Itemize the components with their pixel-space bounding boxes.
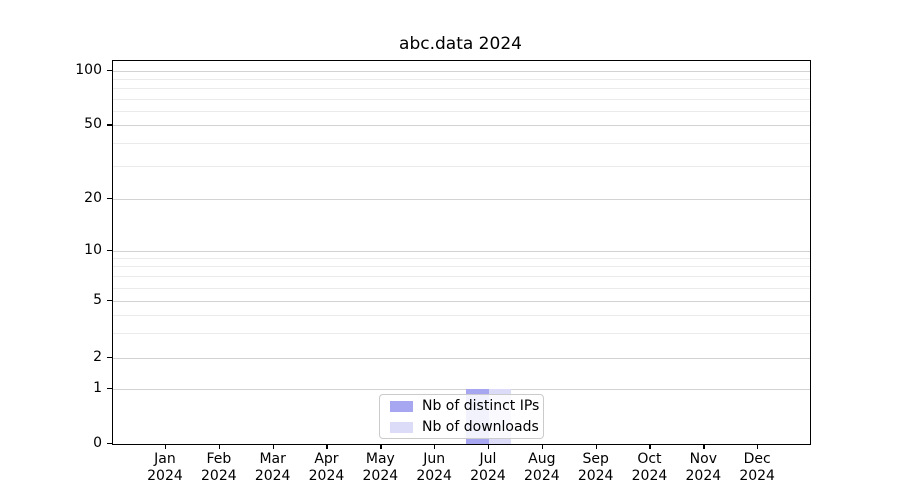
y-tick-mark	[107, 249, 112, 251]
x-tick-mark	[380, 444, 382, 449]
x-tick-label-jan: Jan 2024	[135, 451, 195, 485]
x-tick-label-sep: Sep 2024	[566, 451, 626, 485]
y-tick-label: 50	[84, 116, 102, 133]
x-tick-year: 2024	[416, 468, 452, 484]
legend-swatch-downloads	[390, 421, 413, 433]
major-gridline-1	[113, 388, 810, 390]
x-tick-year: 2024	[147, 468, 183, 484]
legend-label-distinct-ips: Nb of distinct IPs	[422, 397, 540, 414]
x-tick-mark	[703, 444, 705, 449]
y-tick-mark	[107, 299, 112, 302]
x-tick-mark	[595, 444, 597, 449]
chart-title: abc.data 2024	[399, 34, 522, 54]
y-tick-label: 10	[84, 241, 102, 258]
minor-gridline	[113, 79, 810, 80]
x-tick-mark	[218, 444, 221, 449]
y-tick-label: 0	[93, 435, 102, 451]
x-tick-label-jun: Jun 2024	[404, 451, 464, 485]
y-tick-mark	[107, 124, 112, 126]
x-tick-year: 2024	[254, 468, 291, 484]
y-tick-label: 1	[93, 379, 102, 396]
minor-gridline	[113, 315, 810, 316]
y-tick-mark	[107, 197, 112, 200]
x-tick-label-oct: Oct 2024	[619, 451, 679, 485]
plot-area: Nb of distinct IPs Nb of downloads	[112, 60, 811, 445]
minor-gridline	[113, 165, 810, 167]
major-gridline-2	[113, 358, 810, 360]
x-tick-mark	[649, 444, 651, 449]
major-gridline-20	[113, 198, 810, 200]
y-tick-label: 20	[84, 189, 102, 206]
x-tick-label-apr: Apr 2024	[296, 451, 356, 485]
x-tick-year: 2024	[201, 468, 237, 484]
x-tick-mark	[757, 444, 759, 449]
y-tick-label: 5	[93, 291, 102, 308]
x-tick-year: 2024	[739, 468, 775, 484]
y-tick-mark	[107, 443, 112, 445]
x-tick-label-mar: Mar 2024	[243, 451, 303, 485]
major-gridline-10	[113, 250, 810, 252]
major-gridline-5	[113, 300, 810, 302]
x-tick-label-feb: Feb 2024	[189, 451, 249, 485]
major-gridline-100	[113, 70, 810, 72]
x-tick-year: 2024	[470, 468, 506, 484]
x-tick-label-nov: Nov 2024	[673, 451, 733, 485]
minor-gridline	[113, 276, 810, 278]
legend-swatch-distinct-ips	[390, 400, 413, 412]
x-tick-year: 2024	[685, 468, 722, 484]
x-tick-label-may: May 2024	[350, 451, 410, 485]
x-tick-year: 2024	[308, 468, 345, 484]
x-tick-mark	[434, 444, 436, 449]
minor-gridline	[113, 258, 810, 259]
x-tick-label-aug: Aug 2024	[512, 451, 572, 485]
minor-gridline	[113, 88, 810, 89]
y-tick-mark	[107, 357, 112, 359]
x-tick-label-jul: Jul 2024	[458, 451, 518, 485]
minor-gridline	[113, 333, 810, 334]
legend-label-downloads: Nb of downloads	[422, 418, 539, 435]
minor-gridline	[113, 143, 810, 144]
minor-gridline	[113, 110, 810, 112]
y-tick-label: 100	[75, 61, 102, 78]
x-tick-label-dec: Dec 2024	[727, 451, 787, 485]
x-tick-mark	[164, 444, 167, 449]
x-tick-year: 2024	[631, 468, 668, 484]
x-tick-year: 2024	[362, 468, 399, 484]
y-tick-mark	[107, 387, 112, 389]
x-tick-mark	[272, 444, 274, 449]
legend: Nb of distinct IPs Nb of downloads	[379, 394, 544, 439]
legend-row-distinct-ips: Nb of distinct IPs	[390, 398, 539, 415]
minor-gridline	[113, 288, 810, 289]
legend-row-downloads: Nb of downloads	[390, 419, 539, 436]
minor-gridline	[113, 265, 810, 267]
major-gridline-50	[113, 125, 810, 127]
y-tick-label: 2	[93, 349, 102, 366]
x-tick-mark	[541, 444, 544, 449]
y-tick-mark	[107, 69, 112, 72]
x-tick-mark	[326, 444, 328, 449]
x-tick-year: 2024	[524, 468, 560, 484]
x-tick-year: 2024	[577, 468, 614, 484]
x-tick-mark	[487, 444, 490, 449]
minor-gridline	[113, 98, 810, 100]
